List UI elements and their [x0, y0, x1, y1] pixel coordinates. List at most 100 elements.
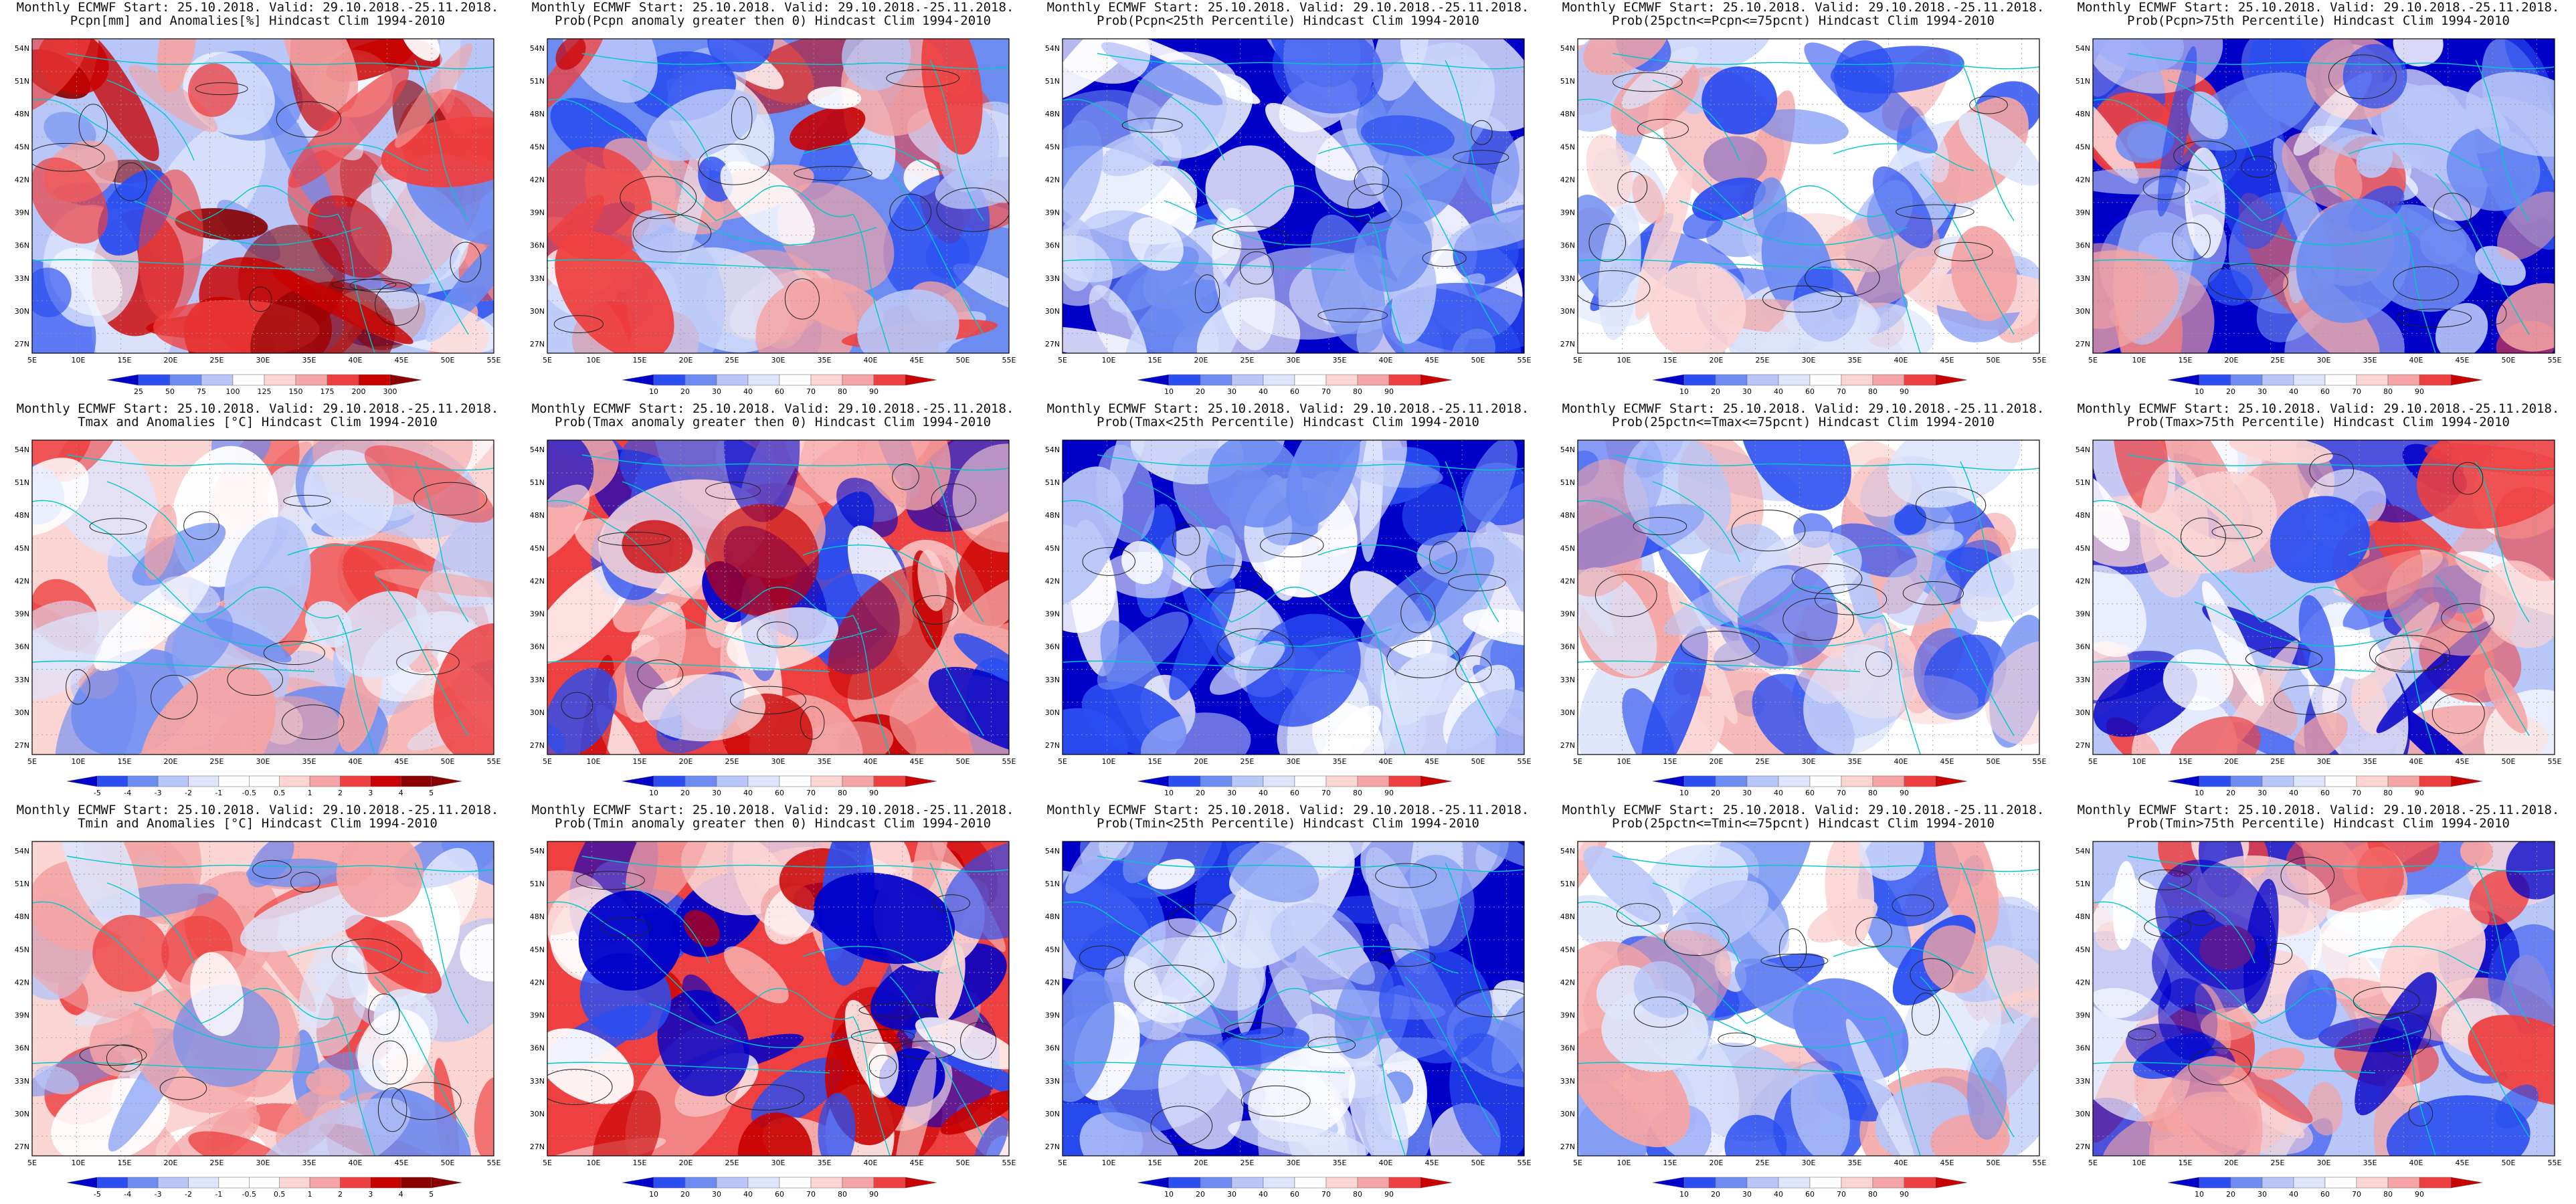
panel-title: Monthly ECMWF Start: 25.10.2018. Valid: …	[1562, 401, 2045, 416]
coastline	[581, 53, 1009, 70]
lat-tick-label: 30N	[2076, 708, 2090, 717]
lon-tick-label: 35E	[1848, 757, 1862, 766]
lon-tick-label: 30E	[2317, 757, 2331, 766]
contour-line	[413, 482, 488, 516]
coastline	[1137, 80, 1225, 161]
coastline	[802, 143, 944, 171]
coastline	[1920, 173, 2015, 335]
lon-tick-label: 35E	[818, 356, 832, 365]
colorbar-swatch	[1809, 374, 1842, 386]
colorbar-swatch	[1231, 374, 1264, 386]
contour-line	[2245, 647, 2323, 671]
lat-tick-label: 54N	[1560, 847, 1575, 856]
shaded-field	[54, 664, 137, 755]
contour-line	[597, 532, 671, 546]
coastline	[715, 988, 854, 1024]
colorbar-label: 0.5	[274, 789, 286, 797]
colorbar-swatch	[2450, 775, 2483, 787]
colorbar-swatch	[169, 374, 202, 386]
contour-line	[66, 669, 90, 705]
contour-line	[897, 1040, 955, 1060]
colorbar-swatch	[1715, 374, 1748, 386]
colorbar-swatch	[1388, 1177, 1421, 1189]
shaded-field	[1804, 42, 1938, 154]
forecast-map: 54N 51N 48N 45N 42N 39N 36N 33N 30N 27N 5E 10E 15E 20…	[15, 38, 501, 396]
colorbar-swatch	[1872, 374, 1905, 386]
shaded-field	[1888, 440, 2021, 508]
coastline	[2127, 454, 2555, 471]
contour-line	[89, 518, 147, 535]
contour-line	[794, 166, 872, 181]
lon-tick-label: 20E	[2225, 356, 2239, 365]
lon-tick-label: 20E	[164, 757, 178, 766]
lat-tick-label: 33N	[15, 1077, 29, 1086]
colorbar-label: 30	[712, 1190, 721, 1199]
contour-line	[1915, 486, 1987, 524]
contour-line	[2273, 685, 2347, 715]
contour-line	[1718, 1032, 1756, 1047]
coastline	[200, 988, 339, 1024]
colorbar-label: 75	[197, 387, 206, 396]
colorbar-label: 90	[1900, 789, 1909, 797]
coastline	[1445, 461, 1499, 623]
colorbar-label: 70	[2352, 789, 2361, 797]
colorbar-swatch	[779, 1177, 812, 1189]
shaded-field	[1927, 529, 1964, 551]
coastline	[1063, 660, 1346, 672]
shaded-field	[34, 1066, 79, 1095]
contour-line	[372, 1040, 408, 1085]
lon-tick-label: 15E	[2179, 356, 2193, 365]
contour-line	[1633, 517, 1687, 536]
coastline	[1920, 976, 2015, 1138]
colorbar-label: 80	[838, 387, 847, 396]
colorbar-label: 10	[1164, 789, 1174, 797]
contour-line	[1637, 118, 1689, 139]
contour-line	[1150, 1105, 1213, 1146]
colorbar-label: 1	[308, 1190, 312, 1199]
colorbar-swatch	[1809, 1177, 1842, 1189]
lat-tick-label: 45N	[530, 544, 545, 553]
lat-tick-label: 42N	[1560, 577, 1575, 585]
colorbar-label: 80	[838, 789, 847, 797]
coastline	[2475, 461, 2530, 623]
contour-line	[1934, 241, 1993, 262]
map-frame	[1062, 439, 1525, 755]
contour-line	[698, 143, 770, 185]
shaded-field	[2206, 269, 2253, 306]
panel-title: Monthly ECMWF Start: 25.10.2018. Valid: …	[1046, 803, 1530, 817]
shaded-field	[304, 449, 394, 541]
colorbar-label: 80	[1353, 1190, 1362, 1199]
lat-tick-label: 39N	[15, 610, 29, 619]
lon-tick-label: 35E	[1333, 1159, 1347, 1167]
lat-tick-label: 42N	[1045, 978, 1060, 987]
lon-tick-label: 30E	[771, 356, 786, 365]
lat-tick-label: 45N	[15, 945, 29, 954]
contour-line	[2433, 193, 2472, 231]
shaded-field	[259, 85, 336, 221]
colorbar-label: 70	[806, 1190, 816, 1199]
lon-tick-label: 15E	[118, 1159, 132, 1167]
colorbar-label: 10	[1164, 387, 1174, 396]
panel-subtitle: Prob(Tmax anomaly greater then 0) Hindca…	[554, 415, 992, 429]
lat-tick-label: 36N	[1045, 643, 1060, 651]
lat-tick-label: 48N	[530, 912, 545, 921]
colorbar-label: 40	[1259, 1190, 1268, 1199]
shaded-field	[657, 989, 750, 1097]
lon-tick-label: 45E	[910, 757, 924, 766]
lat-tick-label: 45N	[15, 544, 29, 553]
coastline	[1164, 1003, 1392, 1048]
forecast-map: 54N 51N 48N 45N 42N 39N 36N 33N 30N 27N 5E 10E 15E 20…	[530, 841, 1016, 1199]
shaded-field	[547, 668, 618, 755]
colorbar-swatch	[779, 775, 812, 787]
coastline	[581, 454, 1009, 471]
colorbar-swatch	[218, 1177, 250, 1189]
colorbar-label: 90	[2415, 387, 2424, 396]
contour-line	[79, 1044, 147, 1066]
coastline	[1445, 862, 1499, 1024]
lat-tick-label: 30N	[1560, 708, 1575, 717]
lon-tick-label: 15E	[1148, 356, 1162, 365]
colorbar-swatch	[1683, 374, 1716, 386]
lon-tick-label: 10E	[72, 757, 86, 766]
lat-tick-label: 48N	[2076, 511, 2090, 520]
colorbar-label: 60	[1805, 789, 1815, 797]
